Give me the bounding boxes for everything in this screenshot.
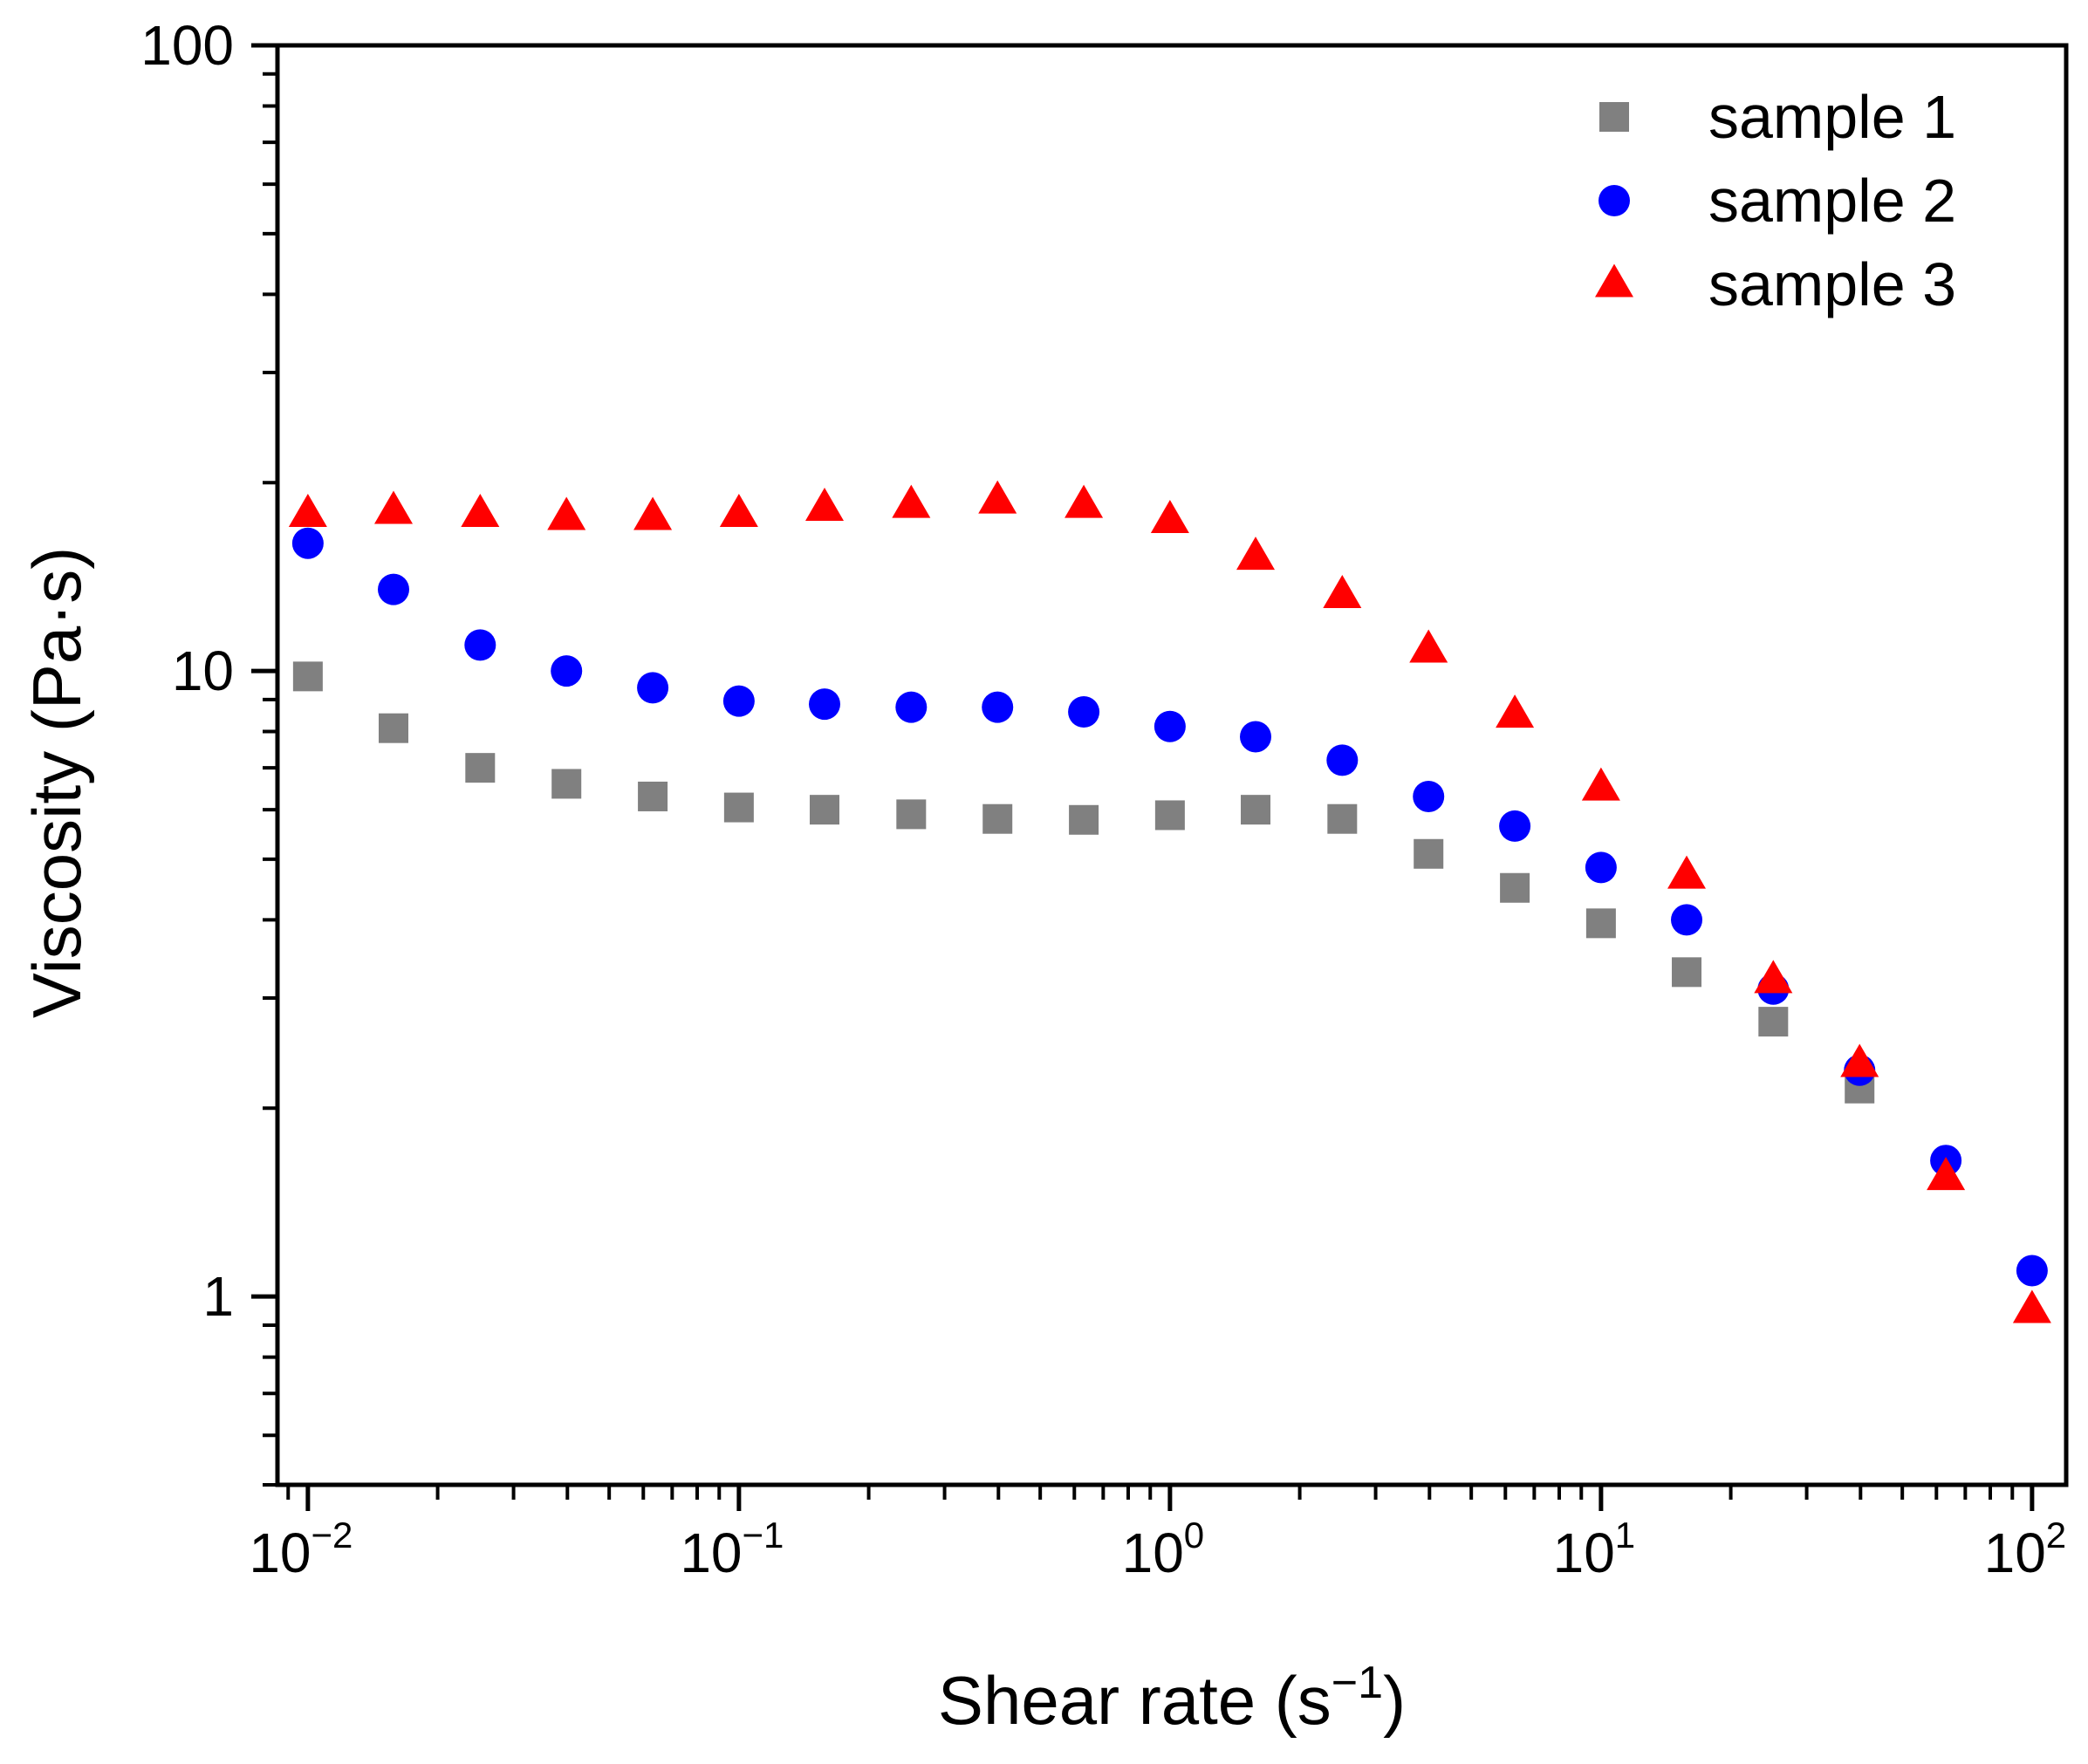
x-axis-title: Shear rate (s−1)	[938, 1658, 1406, 1739]
y-tick-label: 10	[172, 639, 234, 702]
data-point-square	[1241, 795, 1271, 825]
x-tick-label: 102	[1984, 1514, 2067, 1584]
legend-label: sample 1	[1708, 83, 1956, 151]
data-point-square	[982, 803, 1013, 834]
data-point-triangle	[1065, 484, 1104, 518]
data-point-square	[1500, 872, 1530, 903]
data-point-circle	[1240, 721, 1272, 753]
data-point-square	[1758, 1007, 1789, 1037]
data-point-circle	[722, 685, 755, 717]
data-point-circle	[809, 688, 841, 721]
legend-item: sample 1	[1599, 83, 1956, 151]
data-point-triangle	[1409, 629, 1448, 663]
data-point-triangle	[2012, 1289, 2051, 1323]
data-point-triangle	[805, 488, 845, 522]
series-sample-3	[288, 480, 2051, 1323]
series-sample-2	[291, 527, 2048, 1287]
data-point-triangle	[461, 493, 500, 527]
data-point-triangle	[719, 493, 758, 527]
data-point-circle	[1585, 851, 1617, 884]
data-point-circle	[637, 672, 669, 704]
data-point-circle	[895, 691, 928, 723]
data-point-triangle	[1496, 694, 1535, 728]
legend-label: sample 2	[1708, 167, 1956, 235]
x-tick-exponent: 1	[1615, 1514, 1635, 1555]
data-point-square	[1154, 800, 1185, 831]
data-point-triangle	[1323, 575, 1362, 609]
data-point-square	[292, 661, 323, 692]
legend-item: sample 3	[1595, 250, 1956, 318]
legend-label: sample 3	[1708, 250, 1956, 318]
x-tick-base: 10	[1984, 1521, 2046, 1584]
data-point-square	[1069, 804, 1099, 835]
axis-ticks	[251, 43, 2035, 1511]
data-point-triangle	[1236, 537, 1276, 571]
data-point-square	[551, 769, 582, 799]
data-point-triangle	[547, 496, 586, 530]
data-point-circle	[1068, 696, 1100, 728]
x-tick-base: 10	[1553, 1521, 1615, 1584]
data-point-square	[1585, 908, 1616, 939]
data-point-square	[379, 713, 409, 743]
y-tick-label: 1	[202, 1265, 234, 1328]
data-point-circle	[464, 629, 496, 661]
data-point-circle	[291, 527, 324, 559]
x-tick-base: 10	[1122, 1521, 1184, 1584]
x-tick-exponent: −2	[311, 1514, 353, 1555]
data-point-circle	[2016, 1255, 2048, 1287]
x-tick-base: 10	[249, 1521, 311, 1584]
series-sample-1	[292, 661, 1875, 1104]
data-point-triangle	[1754, 960, 1793, 994]
data-point-circle	[982, 691, 1014, 723]
data-point-square	[723, 792, 754, 823]
data-point-square	[465, 753, 496, 783]
legend-marker-triangle	[1595, 263, 1633, 297]
data-point-triangle	[1927, 1157, 1966, 1191]
legend: sample 1 sample 2 sample 3	[1595, 83, 1956, 318]
legend-marker-square	[1599, 102, 1629, 132]
x-tick-base: 10	[680, 1521, 742, 1584]
y-axis-title: Viscosity (Pa·s)	[18, 547, 95, 1018]
data-point-triangle	[1667, 855, 1707, 889]
data-point-square	[896, 799, 927, 830]
data-point-circle	[1413, 780, 1445, 812]
x-tick-exponent: 0	[1184, 1514, 1204, 1555]
legend-item: sample 2	[1599, 167, 1956, 235]
data-point-square	[1327, 803, 1358, 834]
x-axis-title-end: )	[1383, 1662, 1406, 1739]
data-point-square	[810, 795, 840, 825]
x-tick-exponent: −1	[743, 1514, 784, 1555]
data-point-circle	[1326, 744, 1359, 776]
data-point-triangle	[633, 496, 673, 530]
data-point-triangle	[1150, 500, 1189, 534]
data-point-circle	[1671, 904, 1703, 936]
x-tick-label: 100	[1122, 1514, 1205, 1584]
x-tick-label: 101	[1553, 1514, 1636, 1584]
data-point-triangle	[374, 490, 414, 524]
data-point-square	[638, 781, 668, 811]
x-axis-title-superscript: −1	[1332, 1658, 1383, 1708]
data-point-square	[1414, 838, 1444, 869]
x-axis-title-main: Shear rate (s	[938, 1662, 1332, 1739]
plot-frame	[275, 43, 2069, 1487]
data-point-circle	[1499, 810, 1531, 842]
y-tick-label: 100	[140, 14, 234, 77]
data-point-triangle	[288, 493, 327, 527]
data-point-triangle	[1840, 1043, 1879, 1077]
data-point-triangle	[1581, 767, 1620, 801]
data-point-circle	[551, 655, 583, 687]
legend-marker-circle	[1599, 185, 1630, 216]
x-tick-label: 10−2	[249, 1514, 353, 1584]
data-point-circle	[378, 573, 410, 605]
data-point-square	[1672, 957, 1702, 988]
x-tick-exponent: 2	[2046, 1514, 2066, 1555]
data-marks	[288, 480, 2051, 1323]
data-point-triangle	[892, 484, 931, 518]
data-point-triangle	[978, 480, 1017, 514]
x-tick-label: 10−1	[680, 1514, 784, 1584]
data-point-circle	[1154, 710, 1186, 742]
